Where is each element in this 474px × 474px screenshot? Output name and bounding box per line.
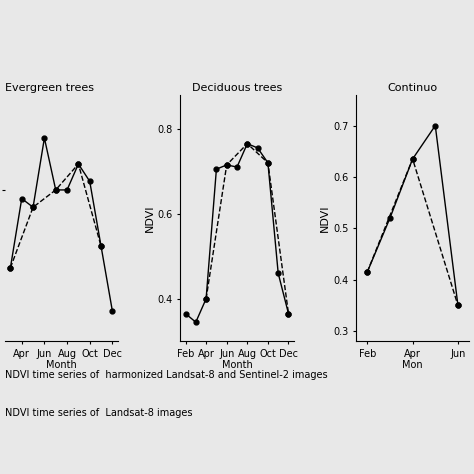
Y-axis label: NDVI: NDVI xyxy=(145,204,155,232)
Y-axis label: NDVI: NDVI xyxy=(320,204,330,232)
Title: Deciduous trees: Deciduous trees xyxy=(192,82,282,92)
X-axis label: Mon: Mon xyxy=(402,360,423,370)
Title: Continuo: Continuo xyxy=(388,82,438,92)
Text: NDVI time series of  Landsat-8 images: NDVI time series of Landsat-8 images xyxy=(5,408,192,418)
X-axis label: Month: Month xyxy=(46,360,77,370)
X-axis label: Month: Month xyxy=(222,360,252,370)
Text: NDVI time series of  harmonized Landsat-8 and Sentinel-2 images: NDVI time series of harmonized Landsat-8… xyxy=(5,370,328,380)
Text: Evergreen trees: Evergreen trees xyxy=(5,82,94,92)
